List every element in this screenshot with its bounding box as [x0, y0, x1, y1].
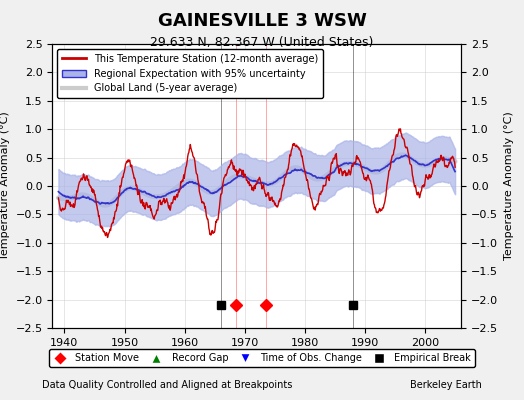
Y-axis label: Temperature Anomaly (°C): Temperature Anomaly (°C) — [504, 112, 514, 260]
Legend: Station Move, Record Gap, Time of Obs. Change, Empirical Break: Station Move, Record Gap, Time of Obs. C… — [49, 349, 475, 367]
Text: GAINESVILLE 3 WSW: GAINESVILLE 3 WSW — [158, 12, 366, 30]
Y-axis label: Temperature Anomaly (°C): Temperature Anomaly (°C) — [0, 112, 10, 260]
Text: Berkeley Earth: Berkeley Earth — [410, 380, 482, 390]
Legend: This Temperature Station (12-month average), Regional Expectation with 95% uncer: This Temperature Station (12-month avera… — [57, 49, 323, 98]
Text: Data Quality Controlled and Aligned at Breakpoints: Data Quality Controlled and Aligned at B… — [42, 380, 292, 390]
Text: 29.633 N, 82.367 W (United States): 29.633 N, 82.367 W (United States) — [150, 36, 374, 49]
